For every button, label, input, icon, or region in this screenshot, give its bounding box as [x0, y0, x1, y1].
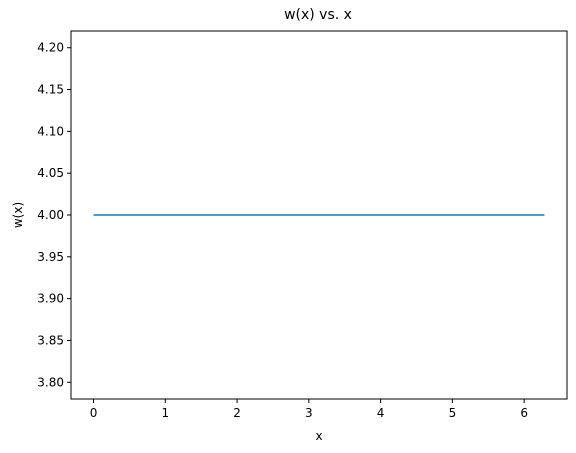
y-tick-label: 3.95: [37, 250, 64, 264]
x-tick-label: 5: [449, 406, 457, 420]
chart-title: w(x) vs. x: [284, 7, 352, 23]
x-tick-label: 0: [90, 406, 98, 420]
y-axis-label: w(x): [11, 202, 25, 228]
y-tick-label: 3.90: [37, 292, 64, 306]
x-axis-ticks: 0 1 2 3 4 5 6: [90, 399, 528, 420]
y-tick-label: 4.20: [37, 41, 64, 55]
y-tick-label: 4.15: [37, 83, 64, 97]
x-tick-label: 3: [305, 406, 313, 420]
x-tick-label: 4: [377, 406, 385, 420]
y-tick-label: 3.80: [37, 375, 64, 389]
y-tick-label: 4.00: [37, 208, 64, 222]
y-tick-label: 4.05: [37, 166, 64, 180]
y-tick-label: 3.85: [37, 333, 64, 347]
x-axis-label: x: [315, 429, 322, 443]
y-tick-label: 4.10: [37, 124, 64, 138]
y-axis-ticks: 3.80 3.85 3.90 3.95 4.00 4.05 4.10 4.15 4.20: [37, 41, 71, 389]
x-tick-label: 6: [520, 406, 528, 420]
x-tick-label: 1: [161, 406, 169, 420]
x-tick-label: 2: [233, 406, 241, 420]
